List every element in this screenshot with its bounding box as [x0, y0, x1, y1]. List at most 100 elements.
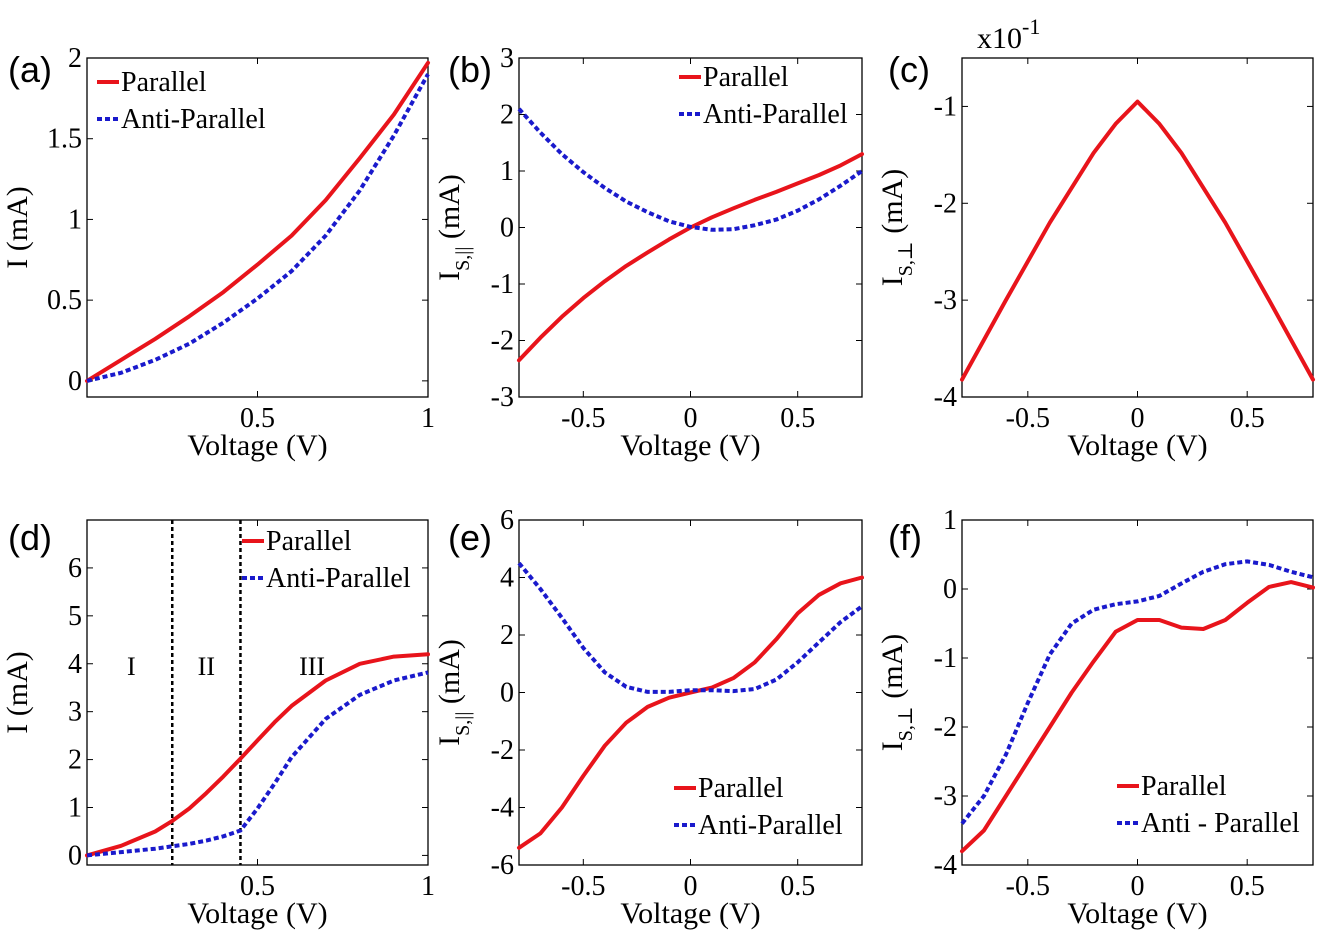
y-axis-label-main: I	[433, 271, 466, 281]
axes-box	[961, 57, 1314, 398]
series-line-anti-parallel	[517, 107, 864, 232]
y-axis-label: I (mA)	[1, 651, 34, 733]
y-axis-label-main: I (mA)	[1, 651, 34, 733]
x-tick-label: 0	[1131, 403, 1145, 434]
y-tick-label: 0	[68, 366, 82, 397]
y-tick-label: 1.5	[47, 124, 82, 155]
region-label: III	[299, 652, 325, 681]
panel-label: (e)	[448, 517, 492, 558]
y-tick-label: -3	[934, 285, 957, 316]
y-tick-label: 3	[68, 697, 82, 728]
y-tick-label: 1	[68, 793, 82, 824]
axis-multiplier: x10-1	[977, 14, 1040, 55]
region-label: II	[198, 652, 215, 681]
y-tick-label: -1	[934, 91, 957, 122]
y-tick-label: -6	[491, 850, 514, 881]
x-tick-label: 0.5	[1230, 871, 1265, 902]
y-axis-label: IS,⊥ (mA)	[876, 169, 917, 286]
series-line-parallel	[517, 575, 864, 850]
panel-f: (f) -0.5 0 0.5 -4 -3 -2 -1 0 1 Voltage (V) IS,⊥ (mA…	[876, 505, 1315, 930]
y-tick-label: 0	[68, 840, 82, 871]
series-line-anti-parallel	[86, 73, 430, 383]
x-tick-label: 0.5	[780, 871, 815, 902]
y-tick-label: 5	[68, 601, 82, 632]
y-axis-label-main: I	[876, 741, 909, 751]
region-label: I	[127, 652, 136, 681]
y-tick-label: -2	[934, 712, 957, 743]
legend-label: Anti-Parallel	[121, 104, 266, 135]
y-axis-label-sub: S,⊥	[895, 241, 917, 276]
y-axis-label-unit: (mA)	[433, 639, 466, 711]
x-tick-label: -0.5	[561, 403, 605, 434]
legend-label: Anti-Parallel	[698, 810, 843, 841]
x-axis-label: Voltage (V)	[187, 897, 327, 930]
y-tick-label: -2	[491, 735, 514, 766]
y-axis-label-unit: (mA)	[876, 169, 909, 241]
panel-label: (f)	[888, 517, 922, 558]
y-axis-label-unit: (mA)	[876, 634, 909, 706]
y-axis-label-main: I (mA)	[1, 186, 34, 268]
x-tick-label: 0.5	[780, 403, 815, 434]
y-axis-label: IS,|| (mA)	[433, 174, 474, 281]
x-axis-label: Voltage (V)	[620, 429, 760, 462]
legend-label: Parallel	[698, 773, 784, 804]
x-tick-label: 0.5	[240, 871, 275, 902]
y-axis-label: IS,|| (mA)	[433, 639, 474, 746]
series-line-parallel	[960, 580, 1315, 854]
y-tick-label: -1	[934, 643, 957, 674]
panel-label: (b)	[448, 49, 492, 90]
y-tick-label: 2	[68, 745, 82, 776]
y-tick-label: 4	[500, 563, 514, 594]
y-tick-label: -2	[491, 326, 514, 357]
y-axis-label-unit: (mA)	[433, 174, 466, 246]
y-tick-label: 0	[943, 574, 957, 605]
series-line-anti-parallel	[517, 561, 864, 694]
y-axis-label-main: I	[433, 736, 466, 746]
y-axis-label-main: I	[876, 276, 909, 286]
legend-label: Parallel	[121, 67, 207, 98]
y-tick-label: 2	[68, 43, 82, 74]
panel-label: (a)	[8, 49, 52, 90]
panel-a: (a) 0.5 1 0 0.5 1 1.5 2 Voltage (V) I (mA) Paralle…	[1, 43, 435, 462]
y-tick-label: 1	[500, 156, 514, 187]
x-tick-label: 0	[684, 403, 698, 434]
x-tick-label: 1	[421, 403, 435, 434]
x-tick-label: 1	[421, 871, 435, 902]
legend-label: Anti-Parallel	[266, 563, 411, 594]
axis-multiplier-base: x10	[977, 22, 1022, 55]
x-axis-label: Voltage (V)	[1067, 897, 1207, 930]
y-tick-label: 0	[500, 213, 514, 244]
x-tick-label: 0.5	[1230, 403, 1265, 434]
series-line-parallel	[85, 60, 430, 383]
panel-b: (b) -0.5 0 0.5 -3 -2 -1 0 1 2 3 Voltage (V) IS,|| (m…	[433, 43, 864, 462]
series-line-parallel	[517, 152, 864, 363]
x-tick-label: -0.5	[1006, 403, 1050, 434]
legend-label: Anti - Parallel	[1141, 808, 1300, 839]
y-tick-label: -3	[934, 781, 957, 812]
legend-label: Parallel	[703, 62, 789, 93]
y-tick-label: -4	[491, 793, 514, 824]
y-tick-label: -2	[934, 188, 957, 219]
x-tick-label: -0.5	[561, 871, 605, 902]
series-line-anti-parallel	[960, 559, 1314, 825]
panel-e: (e) -0.5 0 0.5 -6 -4 -2 0 2 4 6 Voltage (V) IS,|| (m…	[433, 505, 864, 930]
legend-label: Parallel	[1141, 771, 1227, 802]
y-tick-label: 0.5	[47, 285, 82, 316]
legend-label: Parallel	[266, 526, 352, 557]
y-tick-label: 2	[500, 100, 514, 131]
y-tick-label: 4	[68, 649, 82, 680]
y-tick-label: 3	[500, 43, 514, 74]
series-line-parallel	[85, 652, 430, 858]
y-axis-label: I (mA)	[1, 186, 34, 268]
panel-label: (d)	[8, 517, 52, 558]
y-axis-label-sub: S,⊥	[895, 706, 917, 741]
axis-multiplier-exponent: -1	[1022, 14, 1040, 39]
x-axis-label: Voltage (V)	[1067, 429, 1207, 462]
y-axis-label-sub: S,||	[452, 712, 474, 736]
y-tick-label: -1	[491, 269, 514, 300]
y-axis-label-sub: S,||	[452, 247, 474, 271]
x-axis-label: Voltage (V)	[620, 897, 760, 930]
x-tick-label: 0	[1131, 871, 1145, 902]
